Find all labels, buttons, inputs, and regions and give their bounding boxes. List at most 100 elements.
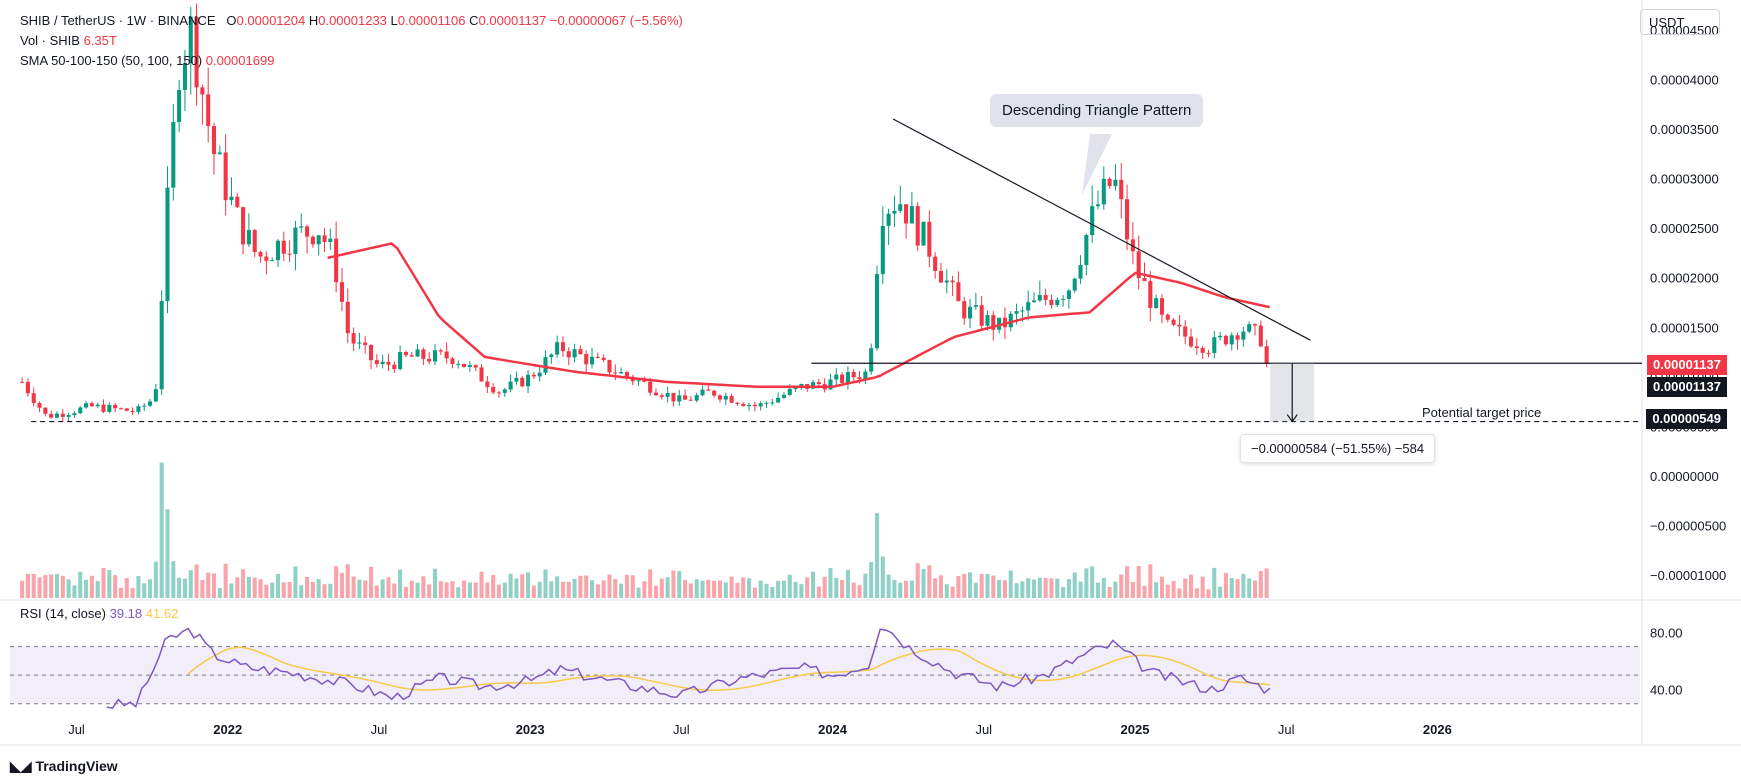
candle-body bbox=[334, 238, 339, 283]
volume-bar bbox=[514, 578, 519, 598]
volume-bar bbox=[496, 584, 502, 598]
candle-body bbox=[1171, 319, 1176, 325]
brand-logo[interactable]: ◣◢ TradingView bbox=[10, 758, 118, 775]
candle-body bbox=[31, 393, 36, 404]
volume-bar bbox=[1177, 588, 1182, 598]
price-tick-label: 0.00000000 bbox=[1650, 469, 1719, 484]
volume-bar bbox=[142, 583, 147, 598]
rsi-label[interactable]: RSI (14, close) bbox=[20, 606, 106, 621]
candle-body bbox=[1072, 278, 1077, 291]
volume-bar bbox=[526, 572, 531, 598]
volume-bar bbox=[368, 566, 374, 598]
volume-bar bbox=[1002, 580, 1007, 598]
candle-body bbox=[60, 413, 65, 417]
volume-bar bbox=[374, 585, 379, 598]
candle-body bbox=[124, 408, 129, 411]
candle-body bbox=[584, 354, 589, 365]
volume-bar bbox=[130, 587, 135, 598]
candle-body bbox=[130, 410, 135, 412]
volume-bar bbox=[531, 585, 536, 598]
volume-bar bbox=[1031, 579, 1037, 598]
candle-body bbox=[281, 240, 286, 254]
volume-bar bbox=[1165, 584, 1170, 598]
volume-bar bbox=[543, 569, 548, 598]
candle-body bbox=[43, 407, 48, 414]
measure-arrow-head bbox=[1286, 414, 1298, 423]
candle-body bbox=[526, 374, 531, 387]
candle-body bbox=[950, 280, 955, 283]
volume-bar bbox=[1066, 579, 1071, 598]
candle-body bbox=[1119, 179, 1124, 200]
volume-bar bbox=[1188, 574, 1194, 598]
volume-bar bbox=[118, 587, 123, 598]
high-value: 0.00001233 bbox=[318, 13, 387, 28]
candle-body bbox=[1223, 335, 1228, 345]
volume-bar bbox=[584, 575, 589, 598]
rsi-line bbox=[106, 627, 1271, 709]
price-tick-label: −0.00001000 bbox=[1650, 568, 1726, 583]
candle-body bbox=[444, 351, 449, 359]
candle-body bbox=[642, 380, 647, 382]
volume-bar bbox=[66, 579, 71, 598]
measure-tooltip: −0.00000584 (−51.55%) −584 bbox=[1240, 434, 1436, 463]
symbol-label[interactable]: SHIB / TetherUS · 1W · BINANCE bbox=[20, 13, 216, 28]
candle-body bbox=[758, 403, 763, 407]
volume-bar bbox=[403, 586, 408, 598]
volume-bar bbox=[665, 577, 670, 598]
candle-body bbox=[113, 404, 118, 409]
header-sma: SMA 50-100-150 (50, 100, 150) 0.00001699 bbox=[20, 53, 274, 68]
candle-body bbox=[1055, 299, 1060, 306]
candle-body bbox=[741, 403, 746, 407]
volume-bar bbox=[101, 568, 106, 598]
volume-bar bbox=[72, 585, 77, 598]
candle-body bbox=[729, 396, 734, 403]
candle-body bbox=[595, 356, 600, 358]
candle-body bbox=[194, 16, 199, 88]
volume-bar bbox=[921, 568, 926, 598]
candle-body bbox=[1090, 206, 1095, 236]
volume-bar bbox=[717, 580, 723, 598]
candle-body bbox=[752, 404, 757, 407]
target-price-tag: 0.00000549 bbox=[1646, 409, 1727, 429]
sma-label[interactable]: SMA 50-100-150 (50, 100, 150) bbox=[20, 53, 203, 68]
candle-body bbox=[770, 402, 775, 404]
volume-bar bbox=[1008, 570, 1013, 598]
volume-bar bbox=[1218, 586, 1223, 598]
candle-body bbox=[636, 380, 641, 382]
candle-body bbox=[956, 282, 961, 302]
candle-body bbox=[20, 381, 25, 383]
volume-label[interactable]: Vol · SHIB bbox=[20, 33, 80, 48]
pattern-callout[interactable]: Descending Triangle Pattern bbox=[990, 94, 1204, 127]
volume-bar bbox=[909, 580, 914, 598]
candle-body bbox=[1258, 325, 1263, 347]
rsi-band bbox=[10, 646, 1640, 704]
candle-body bbox=[159, 301, 164, 390]
candle-body bbox=[363, 342, 368, 346]
candle-body bbox=[834, 374, 839, 380]
currency-button[interactable]: USDT bbox=[1640, 9, 1720, 35]
volume-bar bbox=[566, 581, 571, 598]
time-tick-label: 2022 bbox=[213, 722, 242, 737]
candle-body bbox=[520, 377, 525, 387]
volume-bar bbox=[1130, 582, 1135, 598]
target-price-label: Potential target price bbox=[1422, 405, 1542, 420]
volume-bar bbox=[31, 573, 36, 598]
candle-body bbox=[229, 196, 234, 201]
volume-bar bbox=[113, 575, 118, 598]
candle-body bbox=[665, 392, 670, 397]
price-tick-label: 0.00003500 bbox=[1650, 122, 1719, 137]
candle-body bbox=[467, 365, 472, 367]
candle-body bbox=[1049, 299, 1054, 306]
volume-bar bbox=[188, 570, 193, 598]
volume-bar bbox=[1020, 581, 1025, 598]
volume-bar bbox=[770, 587, 775, 598]
volume-bar bbox=[380, 579, 385, 598]
candle-body bbox=[328, 238, 333, 242]
candle-body bbox=[171, 122, 176, 188]
candle-body bbox=[1095, 204, 1101, 207]
volume-bar bbox=[293, 566, 298, 598]
rsi-ma-value: 41.62 bbox=[145, 606, 179, 621]
candle-body bbox=[177, 89, 182, 123]
candle-body bbox=[648, 381, 653, 393]
